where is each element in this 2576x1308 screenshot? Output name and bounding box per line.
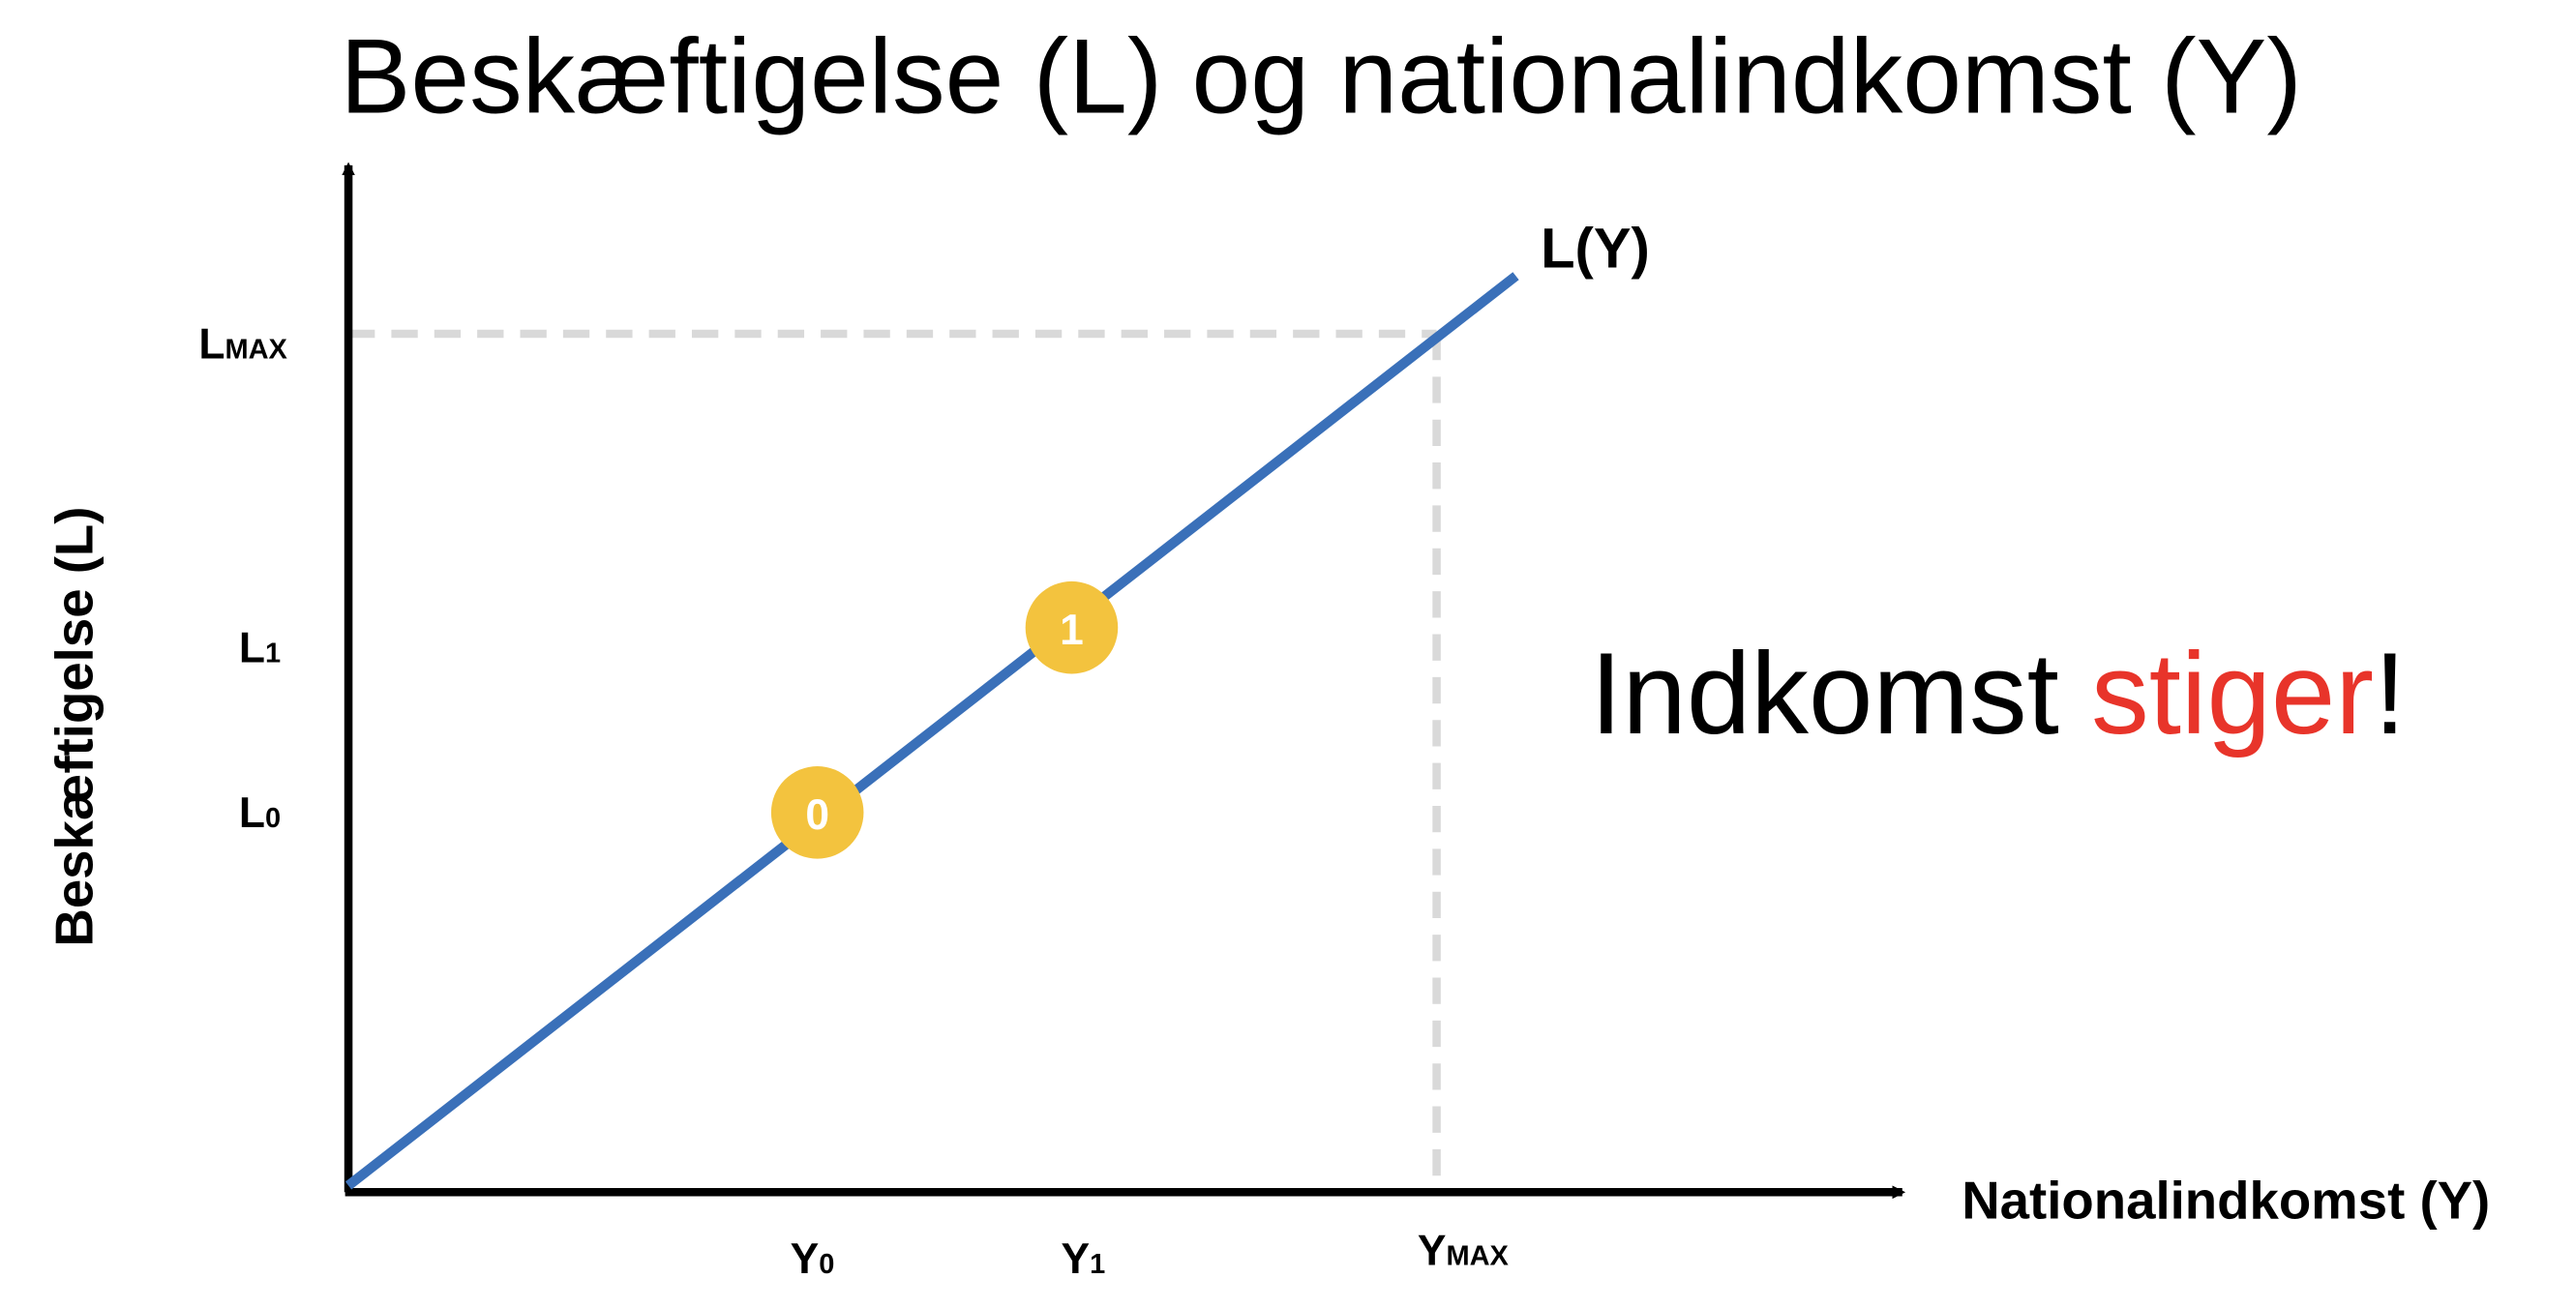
point-label: 1 [1060,607,1084,654]
label-sub: 0 [819,1249,834,1280]
annotation-text: Indkomst [1590,630,2091,758]
label-main: L [239,625,265,672]
label-main: Y [791,1235,820,1283]
x-label: YMAX [1418,1227,1510,1274]
y-axis-title: Beskæftigelse (L) [45,507,105,947]
label-main: Y [1062,1235,1091,1283]
title: Beskæftigelse (L) og nationalindkomst (Y… [341,17,2302,135]
y-label: L1 [239,625,281,672]
x-label: Y1 [1062,1235,1106,1283]
curve [344,272,1519,1190]
point-marker [770,766,864,859]
label-main: Y [1418,1227,1447,1274]
label-main: L [239,789,265,837]
label-sub: MAX [1446,1240,1509,1271]
point-marker [1025,580,1119,674]
x-label: Y0 [791,1235,835,1283]
label-sub: 1 [1090,1249,1105,1280]
curve-label: L(Y) [1541,218,1650,281]
annotation-text: ! [2374,630,2406,758]
label-main: L [198,321,225,369]
y-label: L0 [239,789,281,837]
label-sub: 1 [265,639,281,669]
annotation: Indkomst stiger! [1590,630,2406,758]
annotation-highlight: stiger [2091,630,2374,758]
label-sub: MAX [225,335,287,366]
label-sub: 0 [265,803,281,834]
y-label: LMAX [198,321,287,369]
point-label: 0 [805,791,829,839]
x-axis-title: Nationalindkomst (Y) [1962,1172,2490,1231]
